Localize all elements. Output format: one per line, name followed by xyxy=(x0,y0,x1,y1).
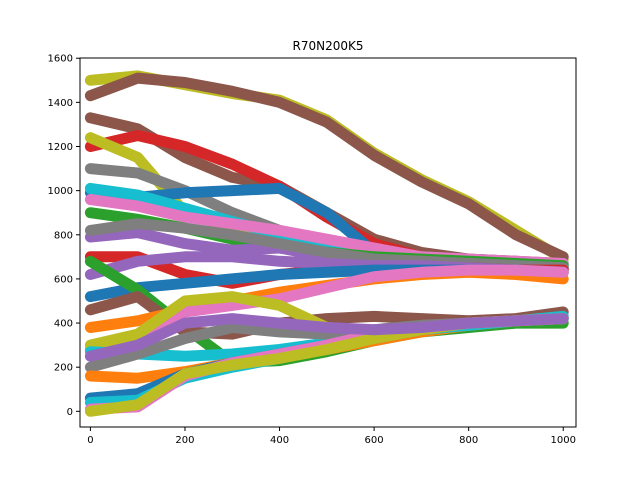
y-tick-label: 0 xyxy=(67,407,73,418)
y-tick-label: 1200 xyxy=(48,142,73,153)
y-tick-label: 400 xyxy=(54,319,73,330)
series-line-0 xyxy=(84,70,569,265)
x-tick-label: 600 xyxy=(365,435,384,446)
series-line-18 xyxy=(84,264,569,355)
y-axis: 0 200 400 600 800 1000 1200 1400 1600 xyxy=(48,54,80,418)
chart-title: R70N200K5 xyxy=(293,39,364,53)
y-tick-label: 800 xyxy=(54,230,73,241)
x-tick-label: 800 xyxy=(459,435,478,446)
y-tick-label: 1600 xyxy=(48,54,73,65)
x-tick-label: 200 xyxy=(175,435,194,446)
y-tick-label: 1400 xyxy=(48,98,73,109)
series-layer xyxy=(84,70,569,417)
x-tick-label: 1000 xyxy=(551,435,576,446)
y-tick-label: 600 xyxy=(54,274,73,285)
x-axis: 0 200 400 600 800 1000 xyxy=(87,427,576,446)
y-tick-label: 200 xyxy=(54,363,73,374)
series-line-27 xyxy=(84,313,569,362)
series-line-1 xyxy=(84,72,569,263)
plot-frame xyxy=(79,57,577,428)
x-tick-label: 0 xyxy=(87,435,93,446)
y-tick-label: 1000 xyxy=(48,186,73,197)
x-tick-label: 400 xyxy=(270,435,289,446)
